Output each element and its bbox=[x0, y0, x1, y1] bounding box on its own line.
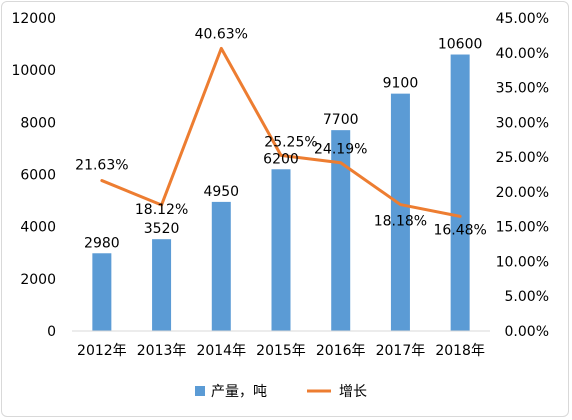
bar-data-label: 9100 bbox=[383, 76, 419, 92]
left-axis-tick-label: 4000 bbox=[20, 220, 56, 236]
bar bbox=[92, 253, 112, 331]
right-axis-tick-label: 35.00% bbox=[496, 81, 549, 97]
line-data-label: 24.19% bbox=[314, 142, 367, 158]
left-axis-ticks: 0 2000 4000 6000 8000 10000 12000 bbox=[11, 11, 56, 340]
bar bbox=[211, 201, 231, 331]
bar bbox=[390, 93, 410, 332]
right-axis-tick-label: 10.00% bbox=[496, 254, 549, 270]
x-axis-ticks: 2012年 2013年 2014年 2015年 2016年 2017年 2018年 bbox=[77, 343, 485, 359]
bar-series bbox=[92, 54, 470, 332]
line-path bbox=[100, 46, 462, 218]
legend-swatch-bar bbox=[195, 386, 205, 396]
bar-data-labels: 2980 3520 4950 6200 7700 9100 10600 bbox=[84, 37, 482, 252]
x-axis-tick-label: 2013年 bbox=[137, 343, 187, 359]
line-data-label: 18.12% bbox=[135, 202, 188, 218]
left-axis-tick-label: 8000 bbox=[20, 115, 56, 131]
legend-label-bar: 产量，吨 bbox=[211, 384, 267, 400]
line-data-label: 16.48% bbox=[433, 222, 486, 238]
right-axis-tick-label: 40.00% bbox=[496, 46, 549, 62]
x-axis-tick-label: 2015年 bbox=[256, 343, 306, 359]
line-data-label: 25.25% bbox=[264, 134, 317, 150]
x-axis-tick-label: 2016年 bbox=[316, 343, 366, 359]
bar-data-label: 2980 bbox=[84, 235, 120, 251]
right-axis-ticks: 0.00% 5.00% 10.00% 15.00% 20.00% 25.00% 30.00%… bbox=[496, 11, 549, 340]
left-axis-tick-label: 6000 bbox=[20, 168, 56, 184]
legend: 产量，吨 增长 bbox=[195, 384, 367, 400]
line-data-label: 18.18% bbox=[374, 214, 427, 230]
right-axis-tick-label: 5.00% bbox=[505, 289, 549, 305]
bar bbox=[450, 54, 470, 332]
right-axis-tick-label: 0.00% bbox=[505, 324, 549, 340]
line-data-label: 21.63% bbox=[75, 158, 128, 174]
right-axis-tick-label: 30.00% bbox=[496, 115, 549, 131]
right-axis-tick-label: 25.00% bbox=[496, 150, 549, 166]
bar-data-label: 4950 bbox=[203, 184, 239, 200]
legend-label-line: 增长 bbox=[339, 384, 367, 400]
right-axis-tick-label: 20.00% bbox=[496, 185, 549, 201]
right-axis-tick-label: 45.00% bbox=[496, 11, 549, 27]
bar-data-label: 3520 bbox=[144, 221, 180, 237]
x-axis-tick-label: 2018年 bbox=[435, 343, 485, 359]
x-axis-tick-label: 2014年 bbox=[196, 343, 246, 359]
left-axis-tick-label: 2000 bbox=[20, 272, 56, 288]
bar-data-label: 6200 bbox=[263, 151, 299, 167]
bar-data-label: 10600 bbox=[438, 37, 483, 53]
left-axis-tick-label: 12000 bbox=[11, 11, 56, 27]
x-axis-tick-label: 2017年 bbox=[376, 343, 426, 359]
x-axis-tick-label: 2012年 bbox=[77, 343, 127, 359]
line-data-labels: 21.63% 18.12% 40.63% 25.25%24.19% 18.18% 16.4… bbox=[75, 26, 487, 238]
right-axis-tick-label: 15.00% bbox=[496, 220, 549, 236]
line-data-label: 40.63% bbox=[195, 26, 248, 42]
bar-data-label: 7700 bbox=[323, 112, 359, 128]
left-axis-tick-label: 0 bbox=[47, 324, 56, 340]
bar bbox=[331, 130, 351, 331]
line-series bbox=[100, 46, 462, 218]
bar bbox=[152, 239, 172, 331]
left-axis-tick-label: 10000 bbox=[11, 63, 56, 79]
bar bbox=[271, 169, 291, 331]
